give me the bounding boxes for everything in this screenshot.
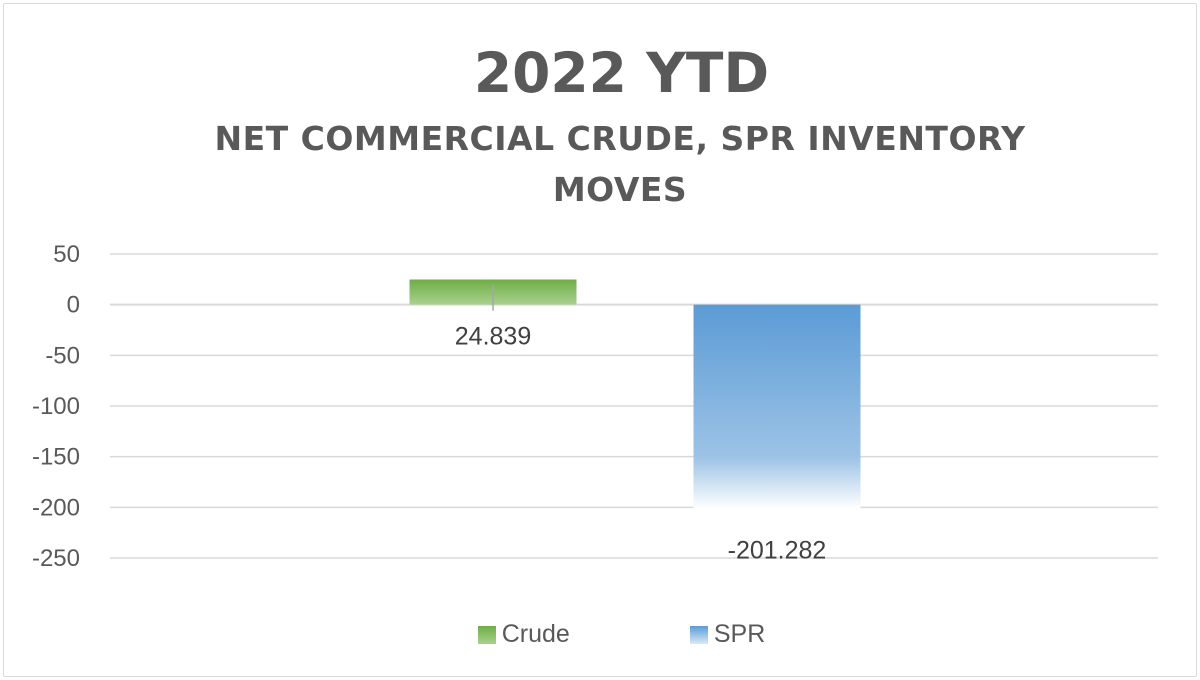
y-tick-label: 0 [67, 292, 80, 319]
y-tick-label: 50 [53, 241, 80, 268]
y-tick-label: -100 [32, 393, 80, 420]
bar-spr[interactable] [693, 304, 861, 509]
y-tick-label: -150 [32, 444, 80, 471]
data-label-spr: -201.282 [728, 537, 827, 565]
legend-swatch-spr [689, 625, 708, 644]
legend-label-spr: SPR [713, 620, 766, 648]
chart-subtitle: NET COMMERCIAL CRUDE, SPR INVENTORY MOVE… [214, 119, 1026, 209]
y-tick-label: -50 [45, 342, 80, 369]
y-tick-label: -250 [32, 545, 80, 572]
chart-title: 2022 YTD [473, 41, 770, 105]
chart-frame [3, 3, 1197, 677]
legend-item-spr[interactable]: SPR [689, 620, 766, 649]
legend-swatch-crude [477, 625, 496, 644]
chart-legend: Crude SPR [0, 620, 1200, 649]
data-label-crude: 24.839 [455, 323, 531, 351]
y-tick-label: -200 [32, 494, 80, 521]
legend-label-crude: Crude [501, 620, 570, 648]
legend-item-crude[interactable]: Crude [477, 620, 570, 649]
